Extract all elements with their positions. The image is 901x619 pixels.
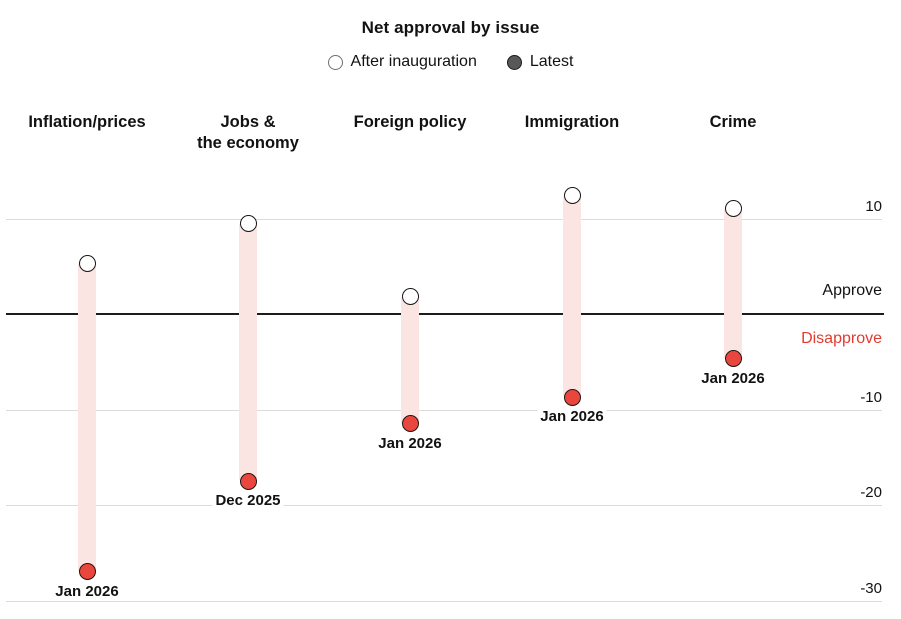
chart-title: Net approval by issue xyxy=(361,18,540,37)
after-inauguration-dot xyxy=(563,187,581,205)
latest-dot xyxy=(401,415,419,433)
zero-line xyxy=(6,313,884,315)
latest-dot xyxy=(78,563,96,581)
latest-dot xyxy=(563,388,581,406)
chart-legend: After inauguration Latest xyxy=(0,51,901,73)
date-label: Jan 2026 xyxy=(375,434,445,452)
ytick-label--20: -20 xyxy=(860,484,882,501)
ytick-label--30: -30 xyxy=(860,579,882,597)
dumbbell-band xyxy=(724,208,742,359)
disapprove-label: Disapprove xyxy=(801,330,882,347)
dumbbell-band xyxy=(239,223,257,482)
category-header: Inflation/prices xyxy=(28,113,146,131)
gridline--30 xyxy=(6,600,882,602)
legend-item-after-inauguration: After inauguration xyxy=(327,53,477,71)
filled-circle-icon xyxy=(506,54,522,70)
category-header: Jobs & the economy xyxy=(197,113,299,152)
after-inauguration-dot xyxy=(239,214,257,232)
ytick-label--10: -10 xyxy=(860,388,882,406)
latest-dot xyxy=(239,472,257,490)
legend-latest-label: Latest xyxy=(529,53,574,70)
gridline-10 xyxy=(6,218,882,220)
dumbbell-band xyxy=(401,296,419,424)
date-label: Jan 2026 xyxy=(537,408,607,426)
approve-label: Approve xyxy=(822,282,882,299)
latest-dot xyxy=(724,350,742,368)
dumbbell-band xyxy=(563,195,581,398)
after-inauguration-dot xyxy=(724,200,742,218)
gridline--10 xyxy=(6,409,882,411)
open-circle-icon xyxy=(327,54,343,70)
date-label: Dec 2025 xyxy=(212,492,284,510)
after-inauguration-dot xyxy=(78,254,96,272)
gridline--20 xyxy=(6,505,882,506)
category-header: Foreign policy xyxy=(353,113,467,131)
date-label: Jan 2026 xyxy=(52,582,122,600)
ytick-label-10: 10 xyxy=(865,197,882,215)
after-inauguration-dot xyxy=(401,288,419,306)
legend-item-latest: Latest xyxy=(506,53,574,71)
category-header: Immigration xyxy=(524,113,620,131)
category-header: Crime xyxy=(709,113,757,131)
date-label: Jan 2026 xyxy=(698,369,768,387)
dumbbell-band xyxy=(78,263,96,572)
legend-after-label: After inauguration xyxy=(350,53,477,70)
